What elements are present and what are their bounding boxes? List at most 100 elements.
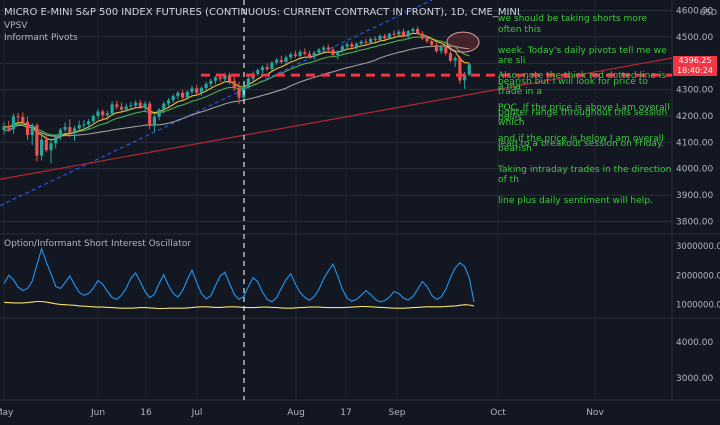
candle-body (430, 41, 434, 45)
candle-body (148, 103, 152, 125)
candle-body (143, 103, 147, 108)
price-tick-label: 4500.00 (676, 33, 713, 43)
candle-body (35, 125, 39, 156)
candle-body (110, 104, 114, 114)
last-price-tag: 4396.25 18:40:24 (673, 56, 717, 76)
candle-body (11, 116, 15, 130)
indicator-informant-pivots[interactable]: Informant Pivots (4, 33, 78, 43)
time-tick-label: Jun (90, 408, 105, 418)
osc-axis: 3000000.00 2000000.00 1000000.00 4000.00 300… (676, 242, 720, 384)
candle-body (157, 109, 161, 117)
highlight-circle (446, 31, 480, 53)
candle-body (434, 44, 438, 52)
osc-tick-label: 2000000.00 (676, 271, 720, 281)
candle-body (463, 74, 467, 81)
price-axis: 4600.004500.004400.004300.004200.004100.… (676, 7, 717, 228)
candle-body (68, 127, 72, 133)
osc-yellow-line (3, 300, 475, 310)
candles (2, 26, 471, 164)
time-tick-label: 16 (140, 408, 152, 418)
time-axis: May Jun 16 Jul Aug 17 Sep Oct Nov (0, 408, 604, 418)
annotation-line: lead to a breakout session on Friday. (498, 139, 664, 150)
sma-slow-line (3, 45, 470, 137)
candle-body (129, 105, 133, 107)
candle-body (44, 139, 48, 151)
candle-body (420, 33, 424, 39)
candle-body (350, 44, 354, 47)
annotation-line: and if the price is below I am overall b… (498, 133, 664, 155)
candle-body (354, 43, 359, 47)
candle-body (49, 143, 53, 151)
candle-body (331, 49, 335, 55)
last-price-label: 4396.25 (678, 56, 712, 65)
candle-body (166, 100, 171, 104)
candle-body (72, 128, 77, 133)
candle-body (87, 121, 91, 125)
candle-body (401, 31, 406, 37)
candle-body (101, 111, 105, 116)
price-tick-label: 3900.00 (676, 191, 713, 201)
candle-body (185, 91, 189, 98)
time-tick-label: Sep (389, 408, 406, 418)
candle-body (303, 51, 307, 54)
price-tick-label: 4100.00 (676, 138, 713, 148)
candle-body (228, 74, 232, 82)
time-tick-label: 17 (340, 408, 351, 418)
candle-body (298, 51, 302, 56)
candle-body (21, 117, 25, 122)
candle-body (416, 29, 420, 34)
osc-tick-label: 1000000.00 (676, 301, 720, 311)
candle-body (138, 102, 142, 108)
candle-body (25, 121, 30, 135)
candle-body (256, 70, 260, 74)
time-tick-label: Jul (191, 408, 203, 418)
lower-tick-label: 3000.00 (676, 374, 713, 384)
indicator-vpsv[interactable]: VPSV (4, 21, 28, 31)
candle-body (411, 29, 415, 32)
price-tick-label: 4600.00 (676, 7, 713, 17)
candle-body (199, 88, 203, 93)
candle-body (369, 39, 373, 43)
annotation-line: Taking intraday trades in the direction … (498, 165, 672, 186)
candle-body (96, 111, 100, 116)
candle-body (425, 38, 429, 42)
candle-body (289, 54, 293, 58)
candle-body (326, 47, 330, 50)
candle-body (30, 125, 34, 135)
ema-fast-line (3, 32, 470, 141)
candle-body (91, 116, 95, 122)
candle-body (279, 60, 283, 62)
candle-body (119, 106, 124, 110)
candle-body (162, 103, 166, 110)
annotation-line: week. Today's daily pivots tell me we ar… (498, 45, 667, 67)
osc-tick-label: 3000000.00 (676, 242, 720, 252)
candle-body (293, 54, 297, 56)
candle-body (105, 113, 109, 116)
annotation-line: we should be taking shorts more often th… (498, 14, 648, 35)
candle-body (152, 116, 156, 125)
annotation-line: tighter range throughout this session wh… (498, 108, 668, 129)
time-tick-label: Oct (490, 408, 506, 418)
candle-body (213, 77, 218, 81)
candle-body (115, 104, 119, 107)
time-tick-label: Nov (586, 408, 604, 418)
oscillator-title[interactable]: Option/Informant Short Interest Oscillat… (4, 239, 192, 249)
candle-body (176, 92, 180, 97)
candle-body (275, 60, 279, 63)
candle-body (134, 102, 138, 106)
time-tick-label: Aug (287, 408, 305, 418)
candle-body (63, 127, 67, 130)
candle-body (82, 124, 86, 126)
annotation-text-top: we should be taking shorts more often th… (498, 4, 672, 160)
candle-body (453, 58, 457, 61)
candle-body (284, 57, 288, 62)
candle-body (345, 44, 349, 47)
candle-body (218, 77, 222, 80)
trendline (0, 57, 673, 180)
annotation-line: bearish but I will look for price to tra… (498, 76, 648, 98)
candle-body (406, 31, 410, 37)
channel-line (0, 0, 433, 207)
candle-body (265, 67, 269, 70)
